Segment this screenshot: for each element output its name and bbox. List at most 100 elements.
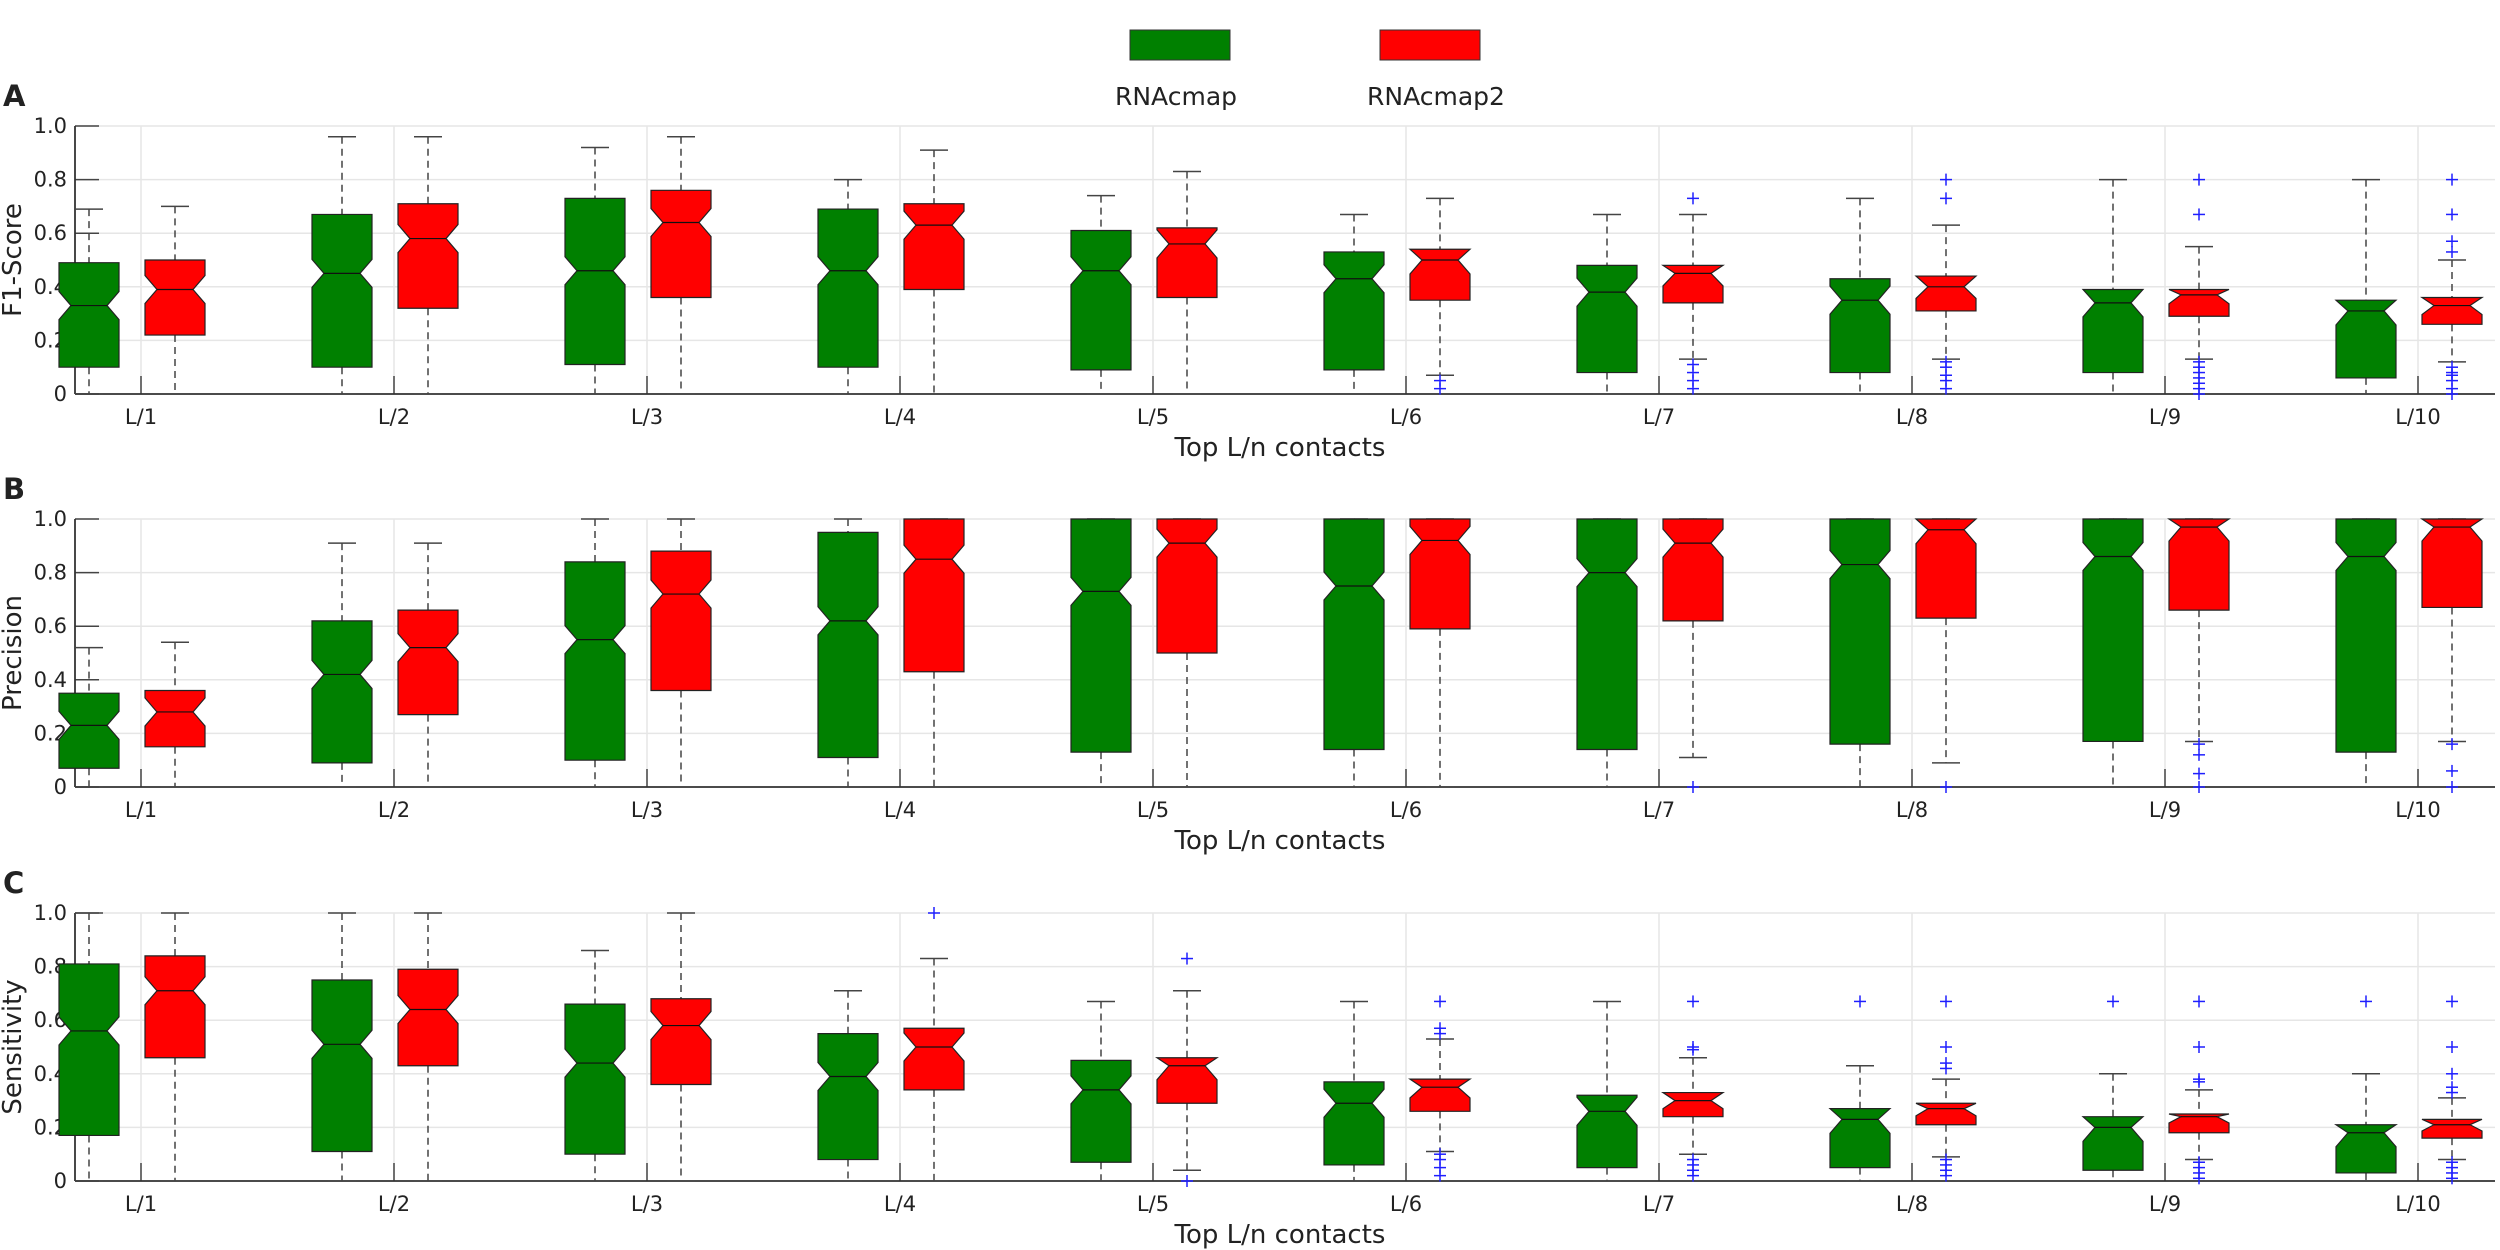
box-rnacmap2-l-3 [650, 518, 712, 788]
box-body [2420, 296, 2484, 325]
outlier-marker [2446, 388, 2458, 400]
outlier-marker [2193, 748, 2205, 761]
y-tick-label: 0 [54, 1169, 67, 1193]
outlier-marker [2193, 208, 2205, 221]
box-body [564, 1003, 626, 1155]
box-body [1661, 264, 1725, 304]
y-tick-label: 1.0 [34, 114, 67, 138]
outlier-marker [1940, 173, 1952, 186]
box-rnacmap-l-3 [564, 146, 626, 395]
outlier-marker [2446, 781, 2458, 793]
box-body [397, 203, 459, 309]
x-tick-label-l-7: L/7 [1643, 798, 1675, 822]
box-body [1323, 518, 1385, 751]
y-tick-label: 1.0 [34, 507, 67, 531]
box-rnacmap2-l-9 [2168, 995, 2230, 1185]
box-rnacmap2-l-6 [1408, 197, 1472, 395]
outlier-marker [1854, 995, 1866, 1008]
box-body [2420, 518, 2484, 609]
outlier-marker [2446, 245, 2458, 258]
outlier-marker [1181, 1175, 1193, 1187]
box-body [1576, 264, 1638, 374]
outlier-marker [1687, 192, 1699, 205]
x-tick-label-l-7: L/7 [1643, 405, 1675, 429]
box-body [2081, 288, 2145, 374]
box-rnacmap2-l-4 [903, 149, 965, 395]
outlier-marker [2193, 1075, 2205, 1088]
box-rnacmap-l-3 [564, 518, 626, 788]
panel-b: 00.20.40.60.81.0L/1 L/2 L/3 L/4 L/5 L/6 L/7 L/8… [0, 472, 2495, 856]
box-rnacmap-l-4 [817, 518, 879, 788]
box-rnacmap2-l-2 [397, 912, 459, 1182]
outlier-marker [2193, 1041, 2205, 1053]
box-rnacmap2-l-7 [1661, 192, 1725, 395]
outlier-marker [928, 907, 940, 919]
box-body [1829, 518, 1891, 745]
outlier-marker [2446, 208, 2458, 221]
box-rnacmap-l-6 [1323, 213, 1385, 395]
outlier-marker [1940, 1062, 1952, 1075]
box-rnacmap2-l-1 [144, 641, 206, 788]
legend-swatch-rnacmap2 [1379, 29, 1481, 61]
outlier-marker [2446, 1067, 2458, 1080]
box-rnacmap-l-7 [1576, 1000, 1638, 1182]
box-rnacmap-l-10 [2335, 518, 2397, 788]
box-body [903, 203, 965, 291]
box-body [650, 189, 712, 299]
box-body [1070, 1059, 1132, 1163]
outlier-marker [1181, 952, 1193, 965]
box-rnacmap2-l-10 [2420, 173, 2484, 400]
x-tick-label-l-8: L/8 [1896, 798, 1928, 822]
box-rnacmap2-l-10 [2420, 518, 2484, 793]
outlier-marker [1687, 1043, 1699, 1056]
box-body [1323, 1081, 1385, 1166]
box-body [2421, 1118, 2483, 1139]
outlier-marker [1687, 781, 1699, 793]
y-tick-label: 0.4 [34, 668, 67, 692]
x-tick-label-l-9: L/9 [2149, 1192, 2181, 1216]
box-rnacmap2-l-7 [1662, 518, 1724, 793]
outlier-marker [1434, 1027, 1446, 1040]
box-rnacmap2-l-8 [1915, 995, 1977, 1182]
box-body [817, 208, 879, 368]
x-tick-label-l-3: L/3 [631, 405, 663, 429]
box-rnacmap-l-4 [817, 178, 879, 395]
box-body [1914, 275, 1978, 312]
outlier-marker [2193, 1172, 2205, 1185]
outlier-marker [2107, 995, 2119, 1008]
box-body [1661, 1091, 1725, 1118]
outlier-marker [2193, 388, 2205, 400]
x-tick-label-l-2: L/2 [378, 1192, 410, 1216]
box-body [2335, 518, 2397, 753]
x-tick-label-l-5: L/5 [1137, 1192, 1169, 1216]
box-rnacmap-l-2 [311, 912, 373, 1182]
y-tick-label: 0.6 [34, 221, 67, 245]
box-rnacmap-l-10 [2334, 178, 2398, 395]
outlier-marker [1687, 1169, 1699, 1182]
box-rnacmap-l-1 [58, 208, 120, 395]
x-axis-title: Top L/n contacts [1174, 1220, 1386, 1250]
box-body [817, 531, 879, 759]
box-body [817, 1032, 879, 1161]
box-body [2168, 288, 2230, 317]
box-body [397, 968, 459, 1067]
box-rnacmap2-l-1 [144, 912, 206, 1182]
box-rnacmap2-l-5 [1155, 952, 1219, 1187]
outlier-marker [1940, 382, 1952, 395]
box-rnacmap2-l-7 [1661, 995, 1725, 1182]
x-tick-label-l-2: L/2 [378, 405, 410, 429]
box-rnacmap2-l-4 [903, 907, 965, 1182]
box-body [1829, 278, 1891, 374]
outlier-marker [2446, 995, 2458, 1008]
outlier-marker [1434, 382, 1446, 395]
x-tick-label-l-5: L/5 [1137, 405, 1169, 429]
box-rnacmap2-l-9 [2168, 173, 2230, 400]
outlier-marker [2193, 173, 2205, 186]
x-tick-label-l-7: L/7 [1643, 1192, 1675, 1216]
box-body [650, 998, 712, 1086]
box-rnacmap2-l-2 [397, 542, 459, 788]
box-body [144, 955, 206, 1059]
box-rnacmap2-l-10 [2421, 995, 2483, 1185]
outlier-marker [1940, 1041, 1952, 1053]
